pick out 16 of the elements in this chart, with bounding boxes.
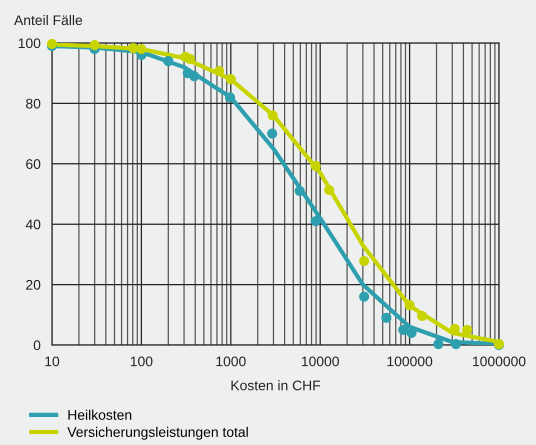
- legend-label: Heilkosten: [68, 410, 132, 420]
- y-tick-label: 0: [34, 340, 40, 350]
- y-tick-label: 80: [26, 98, 40, 109]
- y-tick-label: 60: [26, 159, 40, 169]
- y-tick-label: 20: [26, 280, 40, 290]
- y-tick-label: 100: [18, 38, 40, 48]
- x-tick-label: 10000: [302, 356, 339, 366]
- x-tick-label: 1000000: [473, 356, 526, 366]
- x-tick-label: 10: [45, 356, 60, 366]
- y-tick-label: 40: [26, 220, 40, 230]
- x-tick-label: 1000: [216, 356, 246, 366]
- x-axis-title: Kosten in CHF: [231, 380, 320, 390]
- legend-label: Versicherungsleistungen total: [67, 426, 248, 440]
- x-tick-label: 100: [130, 356, 152, 366]
- y-axis-title: Anteil Fälle: [14, 14, 82, 26]
- x-tick-label: 100000: [387, 356, 432, 366]
